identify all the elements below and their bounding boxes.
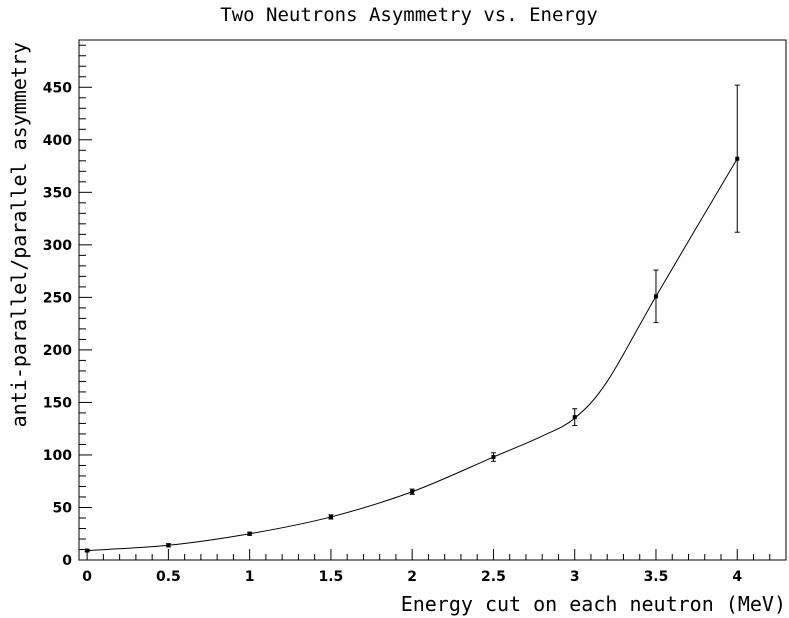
y-tick-label: 50 [53,500,73,516]
y-tick-label: 350 [43,185,72,201]
y-axis-label: anti-parallel/parallel asymmetry [7,42,31,427]
x-tick-label: 2 [407,569,417,585]
x-tick-label: 3 [570,569,580,585]
y-tick-label: 150 [43,395,72,411]
x-tick-label: 4 [732,569,742,585]
data-point [328,514,334,520]
x-tick-label: 3.5 [644,569,669,585]
data-point [572,408,578,427]
y-tick-label: 0 [62,553,72,569]
data-point [653,269,659,324]
point-marker [247,531,252,536]
y-tick-label: 450 [43,80,72,96]
y-tick-label: 250 [43,290,72,306]
point-marker [735,156,740,161]
chart-title: Two Neutrons Asymmetry vs. Energy [220,4,598,26]
data-point [84,548,90,553]
y-tick-label: 200 [43,343,72,359]
point-marker [328,514,333,519]
x-tick-label: 1.5 [319,569,344,585]
fit-curve [87,158,738,552]
y-tick-label: 100 [43,448,72,464]
x-tick-label: 0 [82,569,92,585]
data-point [734,84,740,233]
data-point [165,543,171,548]
data-points [84,84,740,553]
point-marker [572,415,577,420]
point-marker [85,548,90,553]
y-tick-label: 300 [43,238,72,254]
data-point [409,488,415,495]
y-tick-label: 400 [43,133,72,149]
x-tick-label: 1 [245,569,255,585]
point-marker [410,489,415,494]
data-point [247,531,253,536]
plot-frame [78,39,787,561]
x-tick-label: 0.5 [156,569,181,585]
plot-area [78,39,787,561]
point-marker [166,543,171,548]
x-tick-label: 2.5 [481,569,506,585]
axis-ticks [79,44,787,561]
tick-labels: 0 0.5 1 1.5 2 2.5 3 3.5 4 0 50 100 150 200 250 300 350 40… [43,80,743,585]
x-axis-label: Energy cut on each neutron (MeV) [401,592,786,616]
data-point [490,452,496,462]
point-marker [491,455,496,460]
point-marker [653,294,658,299]
